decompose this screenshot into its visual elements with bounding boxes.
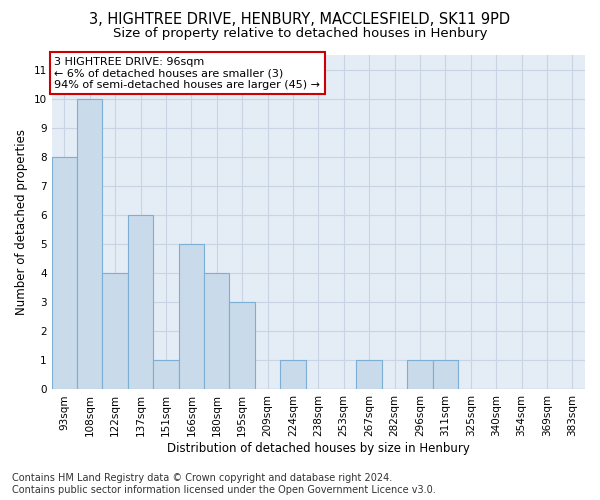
Bar [280, 360, 305, 390]
Text: Contains HM Land Registry data © Crown copyright and database right 2024.
Contai: Contains HM Land Registry data © Crown c… [12, 474, 436, 495]
Bar [103, 273, 128, 390]
Bar [153, 360, 179, 390]
Bar [356, 360, 382, 390]
Bar [128, 215, 153, 390]
Bar [77, 98, 103, 390]
Bar [179, 244, 204, 390]
Bar [433, 360, 458, 390]
Text: 3 HIGHTREE DRIVE: 96sqm
← 6% of detached houses are smaller (3)
94% of semi-deta: 3 HIGHTREE DRIVE: 96sqm ← 6% of detached… [55, 56, 320, 90]
Bar [204, 273, 229, 390]
Text: Size of property relative to detached houses in Henbury: Size of property relative to detached ho… [113, 28, 487, 40]
Y-axis label: Number of detached properties: Number of detached properties [15, 129, 28, 315]
Bar [407, 360, 433, 390]
X-axis label: Distribution of detached houses by size in Henbury: Distribution of detached houses by size … [167, 442, 470, 455]
Bar [52, 157, 77, 390]
Bar [229, 302, 255, 390]
Text: 3, HIGHTREE DRIVE, HENBURY, MACCLESFIELD, SK11 9PD: 3, HIGHTREE DRIVE, HENBURY, MACCLESFIELD… [89, 12, 511, 28]
